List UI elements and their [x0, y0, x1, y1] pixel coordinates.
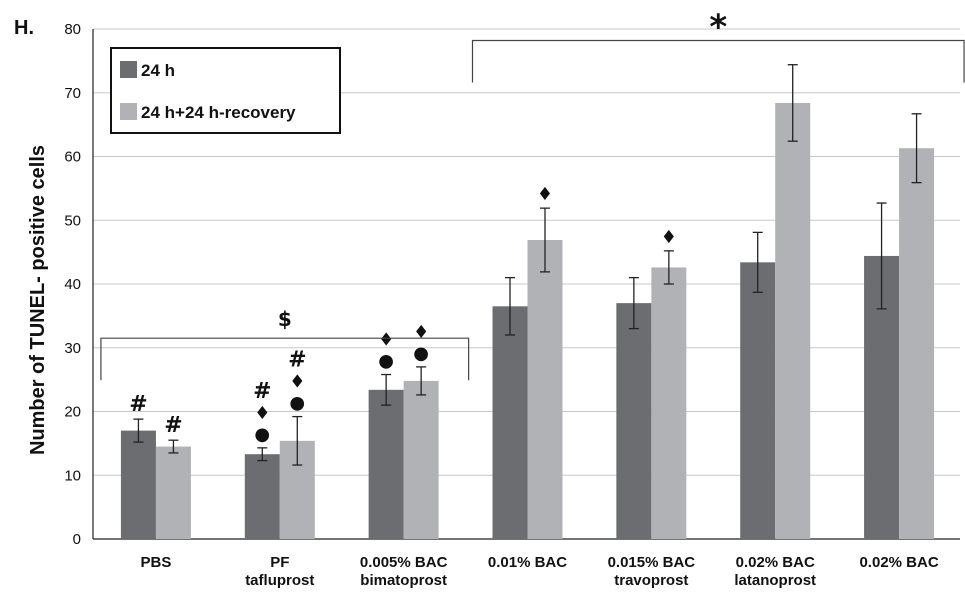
legend-swatch	[120, 103, 137, 120]
x-tick-label: 0.005% BAC bimatoprost	[360, 554, 448, 589]
bracket-label: $	[278, 307, 292, 331]
bar	[403, 380, 439, 539]
bar	[244, 454, 280, 539]
y-tick-label: 10	[64, 467, 81, 484]
bar	[155, 446, 191, 539]
bar	[616, 303, 652, 539]
bars	[120, 102, 935, 539]
diamond-marker: ♦	[378, 330, 394, 351]
bar	[899, 148, 935, 539]
hash-marker: #	[288, 348, 306, 373]
significance-markers: ## ●♦# ●♦# ●♦●♦♦♦	[129, 184, 677, 445]
y-tick-label: 60	[64, 149, 81, 166]
diamond-marker: ♦	[254, 403, 270, 424]
y-axis-label: Number of TUNEL- positive cells	[27, 145, 49, 455]
hash-marker: #	[253, 379, 271, 404]
x-tick-label: 0.015% BAC travoprost	[608, 554, 696, 589]
hash-marker: #	[164, 413, 182, 438]
error-bars	[133, 64, 922, 466]
dot-marker: ●	[254, 424, 270, 445]
x-tick-label: PF tafluprost	[245, 554, 314, 589]
x-tick-label: 0.02% BAC	[859, 554, 938, 571]
bracket-line	[471, 39, 965, 83]
legend-box	[110, 47, 341, 134]
y-tick-label: 30	[64, 340, 81, 357]
bar	[740, 262, 776, 539]
dot-marker: ●	[413, 343, 429, 364]
dot-marker: ●	[289, 393, 305, 414]
x-tick-label: 0.01% BAC	[488, 554, 567, 571]
diamond-marker: ♦	[661, 227, 677, 248]
y-axis: 0 10 20 30 40 50 60 70 80	[64, 21, 94, 548]
panel-label: H.	[14, 17, 34, 39]
bar	[651, 267, 687, 539]
legend: 24 h 24 h+24 h-recovery	[110, 47, 341, 134]
y-tick-label: 40	[64, 276, 81, 293]
diamond-marker: ♦	[537, 184, 553, 205]
x-axis: PBS PF tafluprost 0.005% BAC bimatoprost 0.01…	[93, 538, 960, 589]
bracket-label: *	[709, 7, 727, 47]
bracket-line	[100, 337, 470, 381]
y-tick-label: 20	[64, 404, 81, 421]
x-tick-label: 0.02% BAC latanoprost	[734, 554, 816, 589]
bar	[775, 102, 811, 539]
y-tick-label: 0	[73, 531, 81, 548]
hash-marker: #	[129, 392, 147, 417]
bar	[120, 430, 156, 539]
bar	[527, 240, 563, 539]
y-tick-label: 70	[64, 85, 81, 102]
y-tick-label: 50	[64, 212, 81, 229]
legend-swatch	[120, 61, 137, 78]
bar	[368, 389, 404, 539]
legend-label: 24 h+24 h-recovery	[141, 103, 296, 122]
legend-label: 24 h	[141, 61, 175, 80]
dot-marker: ●	[378, 351, 394, 372]
y-tick-label: 80	[64, 21, 81, 38]
x-tick-label: PBS	[141, 554, 172, 571]
bar	[492, 306, 528, 539]
diamond-marker: ♦	[413, 322, 429, 343]
diamond-marker: ♦	[289, 372, 305, 393]
comparison-brackets: $*	[100, 7, 965, 381]
